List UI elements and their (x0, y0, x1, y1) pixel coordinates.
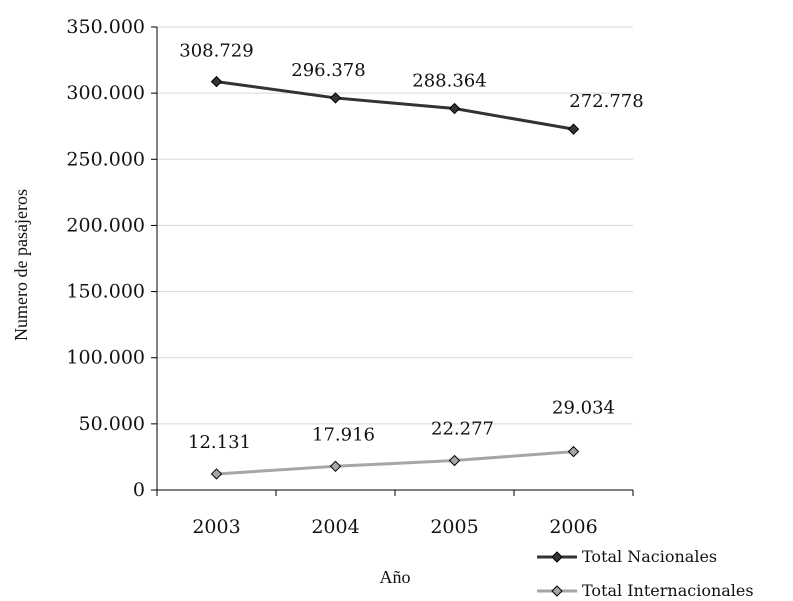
gridlines (157, 26, 633, 425)
data-point (329, 92, 342, 104)
y-tick-label: 250.000 (66, 148, 145, 170)
y-tick-label: 50.000 (79, 413, 145, 435)
data-label: 29.034 (552, 398, 615, 419)
data-point (210, 468, 223, 480)
legend-marker (551, 585, 563, 597)
y-axis-title: Numero de pasajeros (11, 189, 31, 341)
data-label: 272.778 (569, 91, 643, 112)
data-label: 17.916 (312, 424, 375, 445)
legend: Total Nacionales Total Internacionales (537, 547, 754, 600)
data-label: 12.131 (188, 432, 251, 453)
data-point (567, 123, 580, 135)
data-point (448, 454, 461, 467)
data-label: 308.729 (179, 41, 253, 62)
series (210, 75, 580, 480)
y-tick-label: 100.000 (66, 347, 145, 369)
legend-label: Total Nacionales (582, 547, 717, 566)
x-tick-label: 2006 (549, 516, 597, 538)
y-tick-label: 0 (133, 479, 145, 501)
legend-label: Total Internacionales (582, 581, 754, 600)
data-labels: 308.729 296.378 288.364 272.778 12.131 17.916… (179, 41, 643, 453)
y-tick-label: 150.000 (66, 281, 145, 303)
data-label: 22.277 (431, 419, 494, 440)
y-tick-label: 350.000 (66, 16, 145, 38)
data-point (329, 460, 342, 473)
series-line (216, 80, 574, 131)
data-point (567, 445, 580, 458)
axes: 0 50.000 100.000 150.000 200.000 250.000 300.0… (66, 16, 634, 538)
y-tick-label: 200.000 (66, 214, 145, 236)
data-point (448, 102, 461, 115)
x-tick-label: 2005 (430, 516, 478, 538)
x-tick-label: 2003 (192, 516, 240, 538)
x-tick-label: 2004 (311, 516, 359, 538)
data-label: 296.378 (291, 60, 365, 81)
data-label: 288.364 (412, 71, 486, 92)
x-axis-title: Año (380, 567, 411, 587)
legend-marker (551, 551, 563, 563)
data-point (210, 75, 223, 88)
y-tick-label: 300.000 (66, 82, 145, 104)
series-line (216, 450, 574, 476)
